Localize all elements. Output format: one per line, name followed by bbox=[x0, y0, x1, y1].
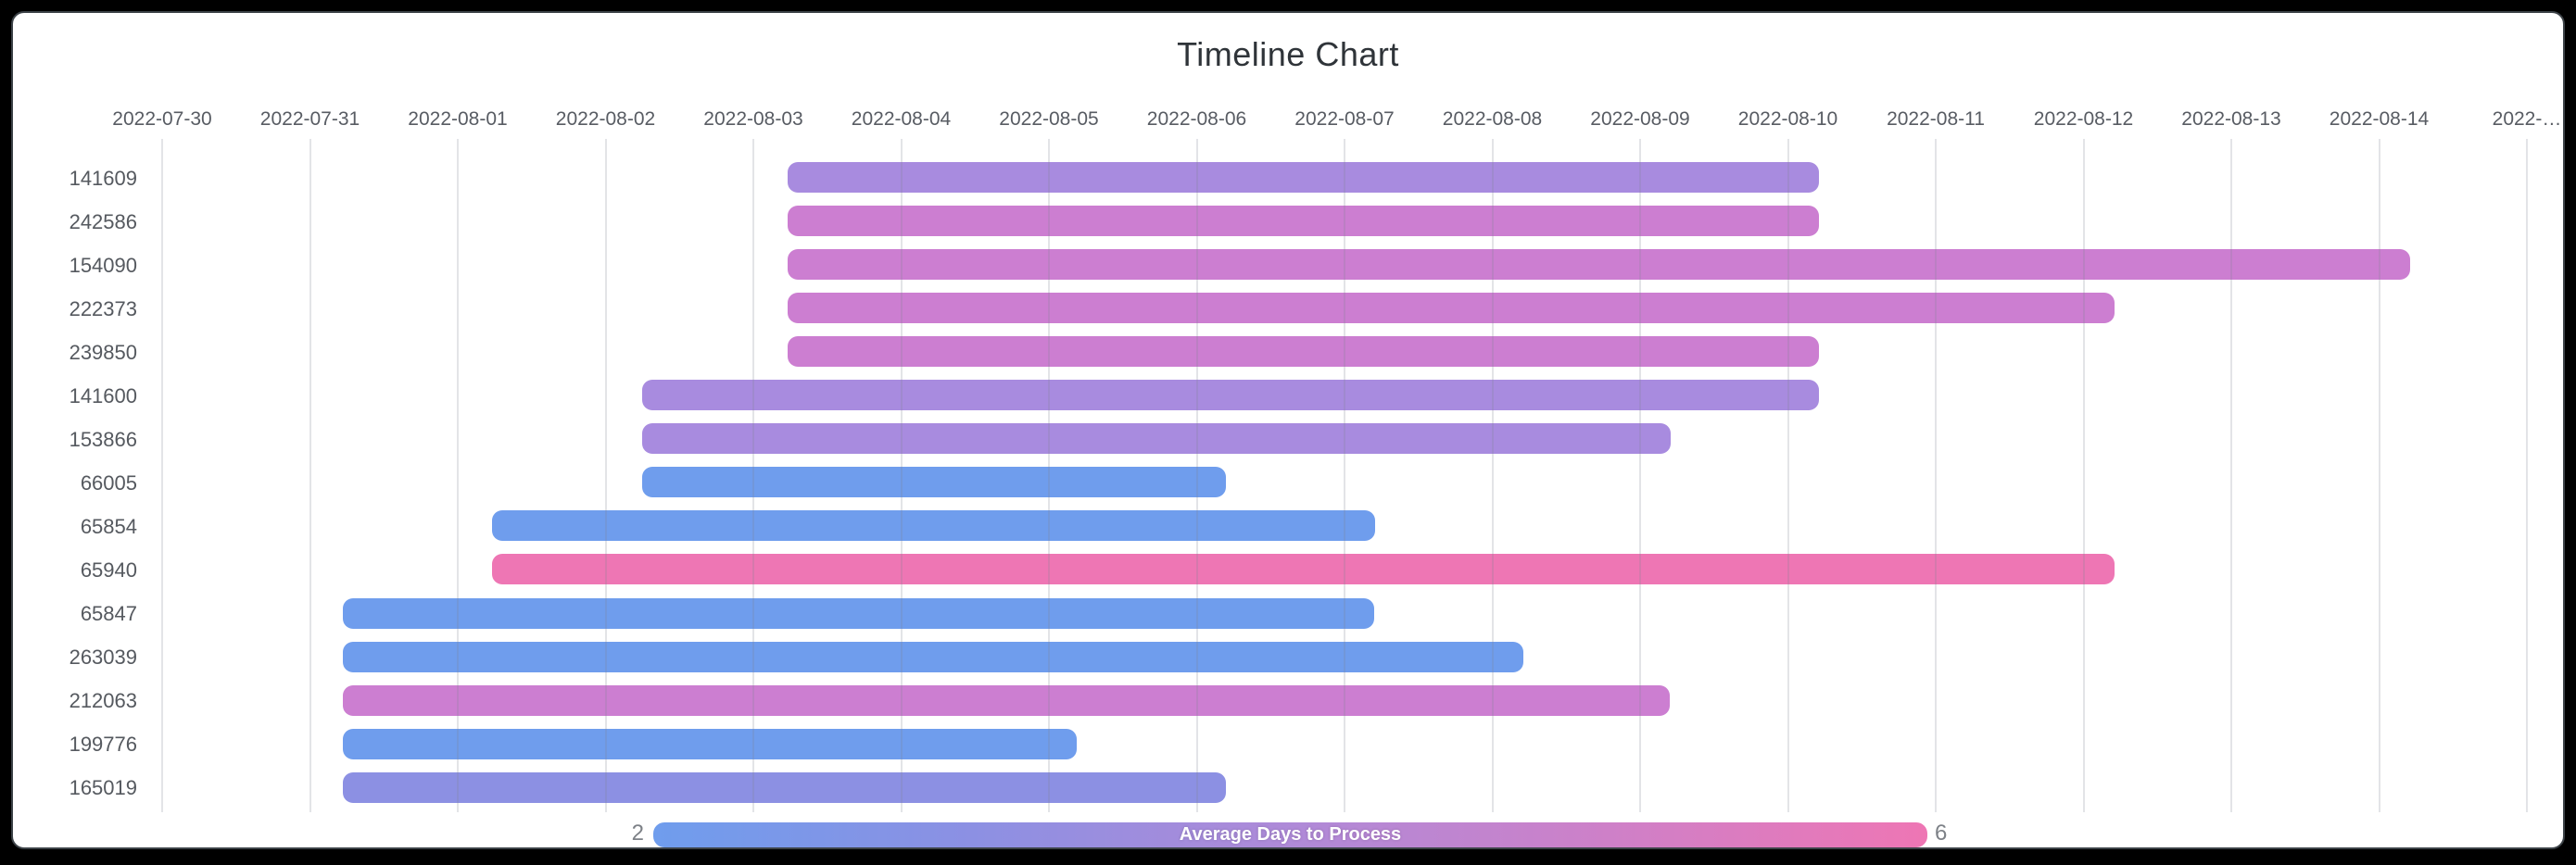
gridline bbox=[1639, 139, 1641, 812]
gridline bbox=[1935, 139, 1937, 812]
y-axis-label: 66005 bbox=[80, 470, 137, 495]
timeline-bar[interactable] bbox=[342, 728, 1078, 759]
timeline-bar[interactable] bbox=[787, 336, 1819, 368]
x-tick-label: 2022-08-03 bbox=[703, 108, 803, 130]
legend-title: Average Days to Process bbox=[1179, 824, 1402, 845]
timeline-bar[interactable] bbox=[342, 641, 1523, 672]
y-axis-label: 165019 bbox=[69, 776, 137, 800]
timeline-bar[interactable] bbox=[342, 684, 1670, 716]
x-tick-label: 2022-08-08 bbox=[1442, 108, 1543, 130]
y-axis-label: 153866 bbox=[69, 427, 137, 451]
timeline-bar[interactable] bbox=[787, 162, 1819, 193]
y-axis-label: 141600 bbox=[69, 383, 137, 407]
legend-min-label: 2 bbox=[631, 821, 644, 846]
y-axis-label: 222373 bbox=[69, 296, 137, 320]
gridline bbox=[2082, 139, 2085, 812]
x-tick-label: 2022-07-31 bbox=[259, 108, 360, 130]
x-tick-label: 2022-08-07 bbox=[1294, 108, 1395, 130]
gridline bbox=[161, 139, 163, 812]
gridline bbox=[1787, 139, 1789, 812]
y-axis-label: 154090 bbox=[69, 253, 137, 277]
gridline bbox=[2526, 139, 2528, 812]
x-tick-label: 2022-08-14 bbox=[2329, 108, 2430, 130]
gridline bbox=[900, 139, 903, 812]
x-tick-label: 2022-08-06 bbox=[1146, 108, 1247, 130]
timeline-bar[interactable] bbox=[787, 293, 2115, 324]
y-axis-label: 212063 bbox=[69, 689, 137, 713]
x-tick-label: 2022-08-02 bbox=[555, 108, 656, 130]
y-axis-label: 65940 bbox=[80, 558, 137, 582]
gridline bbox=[2378, 139, 2380, 812]
y-axis-label: 65847 bbox=[80, 602, 137, 625]
legend-gradient-bar[interactable]: Average Days to Process bbox=[653, 822, 1927, 847]
x-tick-label: 2022-08-12 bbox=[2033, 108, 2134, 130]
timeline-bar[interactable] bbox=[787, 206, 1819, 237]
x-tick-label: 2022-08-13 bbox=[2181, 108, 2281, 130]
gridline bbox=[604, 139, 607, 812]
x-tick-label: 2022-08-11 bbox=[1887, 108, 1985, 130]
y-axis-label: 263039 bbox=[69, 646, 137, 670]
timeline-bar[interactable] bbox=[642, 380, 1819, 411]
x-tick-label: 2022-08-04 bbox=[851, 108, 952, 130]
legend-max-label: 6 bbox=[1935, 821, 1948, 846]
gridline bbox=[1491, 139, 1494, 812]
gridline bbox=[752, 139, 754, 812]
timeline-bar[interactable] bbox=[787, 249, 2410, 281]
gridline bbox=[2230, 139, 2232, 812]
gridline bbox=[1344, 139, 1345, 812]
y-axis-label: 199776 bbox=[69, 733, 137, 757]
gridline bbox=[1195, 139, 1198, 812]
timeline-bar[interactable] bbox=[642, 423, 1672, 455]
timeline-bar[interactable] bbox=[342, 771, 1227, 803]
gridline bbox=[1048, 139, 1050, 812]
y-axis-label: 141609 bbox=[69, 166, 137, 190]
timeline-bar[interactable] bbox=[642, 467, 1227, 498]
x-tick-label: 2022-08-05 bbox=[999, 108, 1099, 130]
chart-title: Timeline Chart bbox=[1177, 35, 1399, 73]
gridline bbox=[457, 139, 459, 812]
y-axis-label: 239850 bbox=[69, 340, 137, 364]
timeline-bar[interactable] bbox=[491, 510, 1376, 542]
y-axis-label: 242586 bbox=[69, 209, 137, 233]
x-tick-label: 2022-08-09 bbox=[1590, 108, 1690, 130]
x-tick-label: 2022-07-30 bbox=[112, 108, 212, 130]
timeline-bar[interactable] bbox=[491, 554, 2115, 585]
x-tick-label: 2022-08-01 bbox=[408, 108, 508, 130]
x-tick-label: 2022-… bbox=[2492, 108, 2562, 130]
x-tick-label: 2022-08-10 bbox=[1737, 108, 1838, 130]
y-axis-label: 65854 bbox=[80, 514, 137, 538]
timeline-bar[interactable] bbox=[342, 597, 1374, 629]
gridline bbox=[309, 139, 311, 812]
